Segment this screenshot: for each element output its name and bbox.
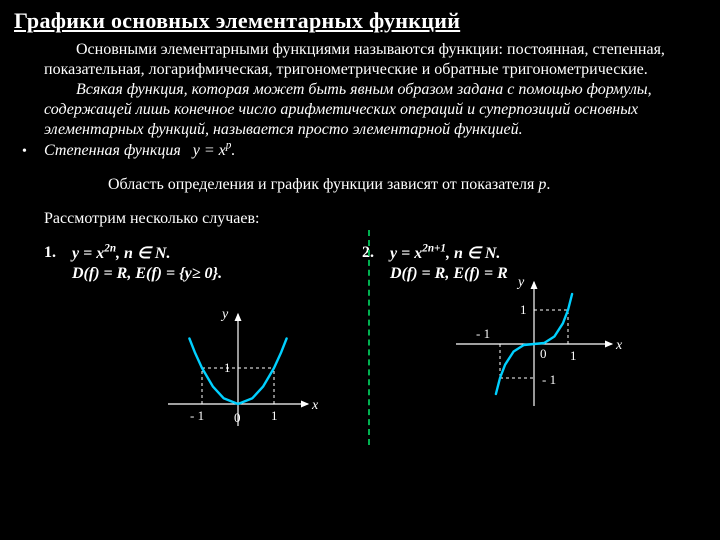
consider-cases: Рассмотрим несколько случаев: — [44, 210, 706, 228]
domain-depends-paragraph: Область определения и график функции зав… — [44, 176, 706, 194]
graph-odd-power: x y - 1 1 1 - 1 0 — [444, 266, 654, 426]
case-1: 1. y = x2n, n ∈ N. D(f) = R, E(f) = {y≥ … — [44, 244, 334, 284]
svg-text:y: y — [516, 275, 525, 290]
intro-paragraph: Основными элементарными функциями называ… — [44, 40, 706, 80]
definition-paragraph: Всякая функция, которая может быть явным… — [44, 80, 706, 140]
case-1-number: 1. — [44, 244, 62, 284]
case-1-text: y = x2n, n ∈ N. D(f) = R, E(f) = {y≥ 0}. — [72, 244, 222, 284]
svg-text:1: 1 — [224, 360, 231, 375]
svg-text:- 1: - 1 — [476, 326, 490, 341]
svg-text:- 1: - 1 — [190, 408, 204, 423]
power-function-label: Степенная функция — [44, 142, 181, 159]
svg-text:1: 1 — [271, 408, 278, 423]
svg-text:- 1: - 1 — [542, 372, 556, 387]
vertical-divider — [368, 230, 370, 445]
svg-text:1: 1 — [520, 302, 527, 317]
case-2-number: 2. — [362, 244, 380, 284]
bullet-icon: • — [22, 144, 27, 160]
graph-even-power: x y - 1 1 1 0 — [138, 284, 358, 444]
svg-text:0: 0 — [234, 410, 241, 425]
svg-text:y: y — [220, 307, 229, 322]
svg-text:x: x — [311, 398, 319, 413]
power-formula: y = xp. — [185, 142, 236, 159]
graphs-region: x y - 1 1 1 0 x y - 1 1 1 - 1 0 — [14, 284, 706, 449]
svg-text:0: 0 — [540, 346, 547, 361]
page-title: Графики основных элементарных функций — [14, 8, 706, 34]
svg-text:x: x — [615, 338, 623, 353]
svg-text:1: 1 — [570, 348, 577, 363]
bullet-power-function: • Степенная функция y = xp. — [22, 142, 706, 160]
